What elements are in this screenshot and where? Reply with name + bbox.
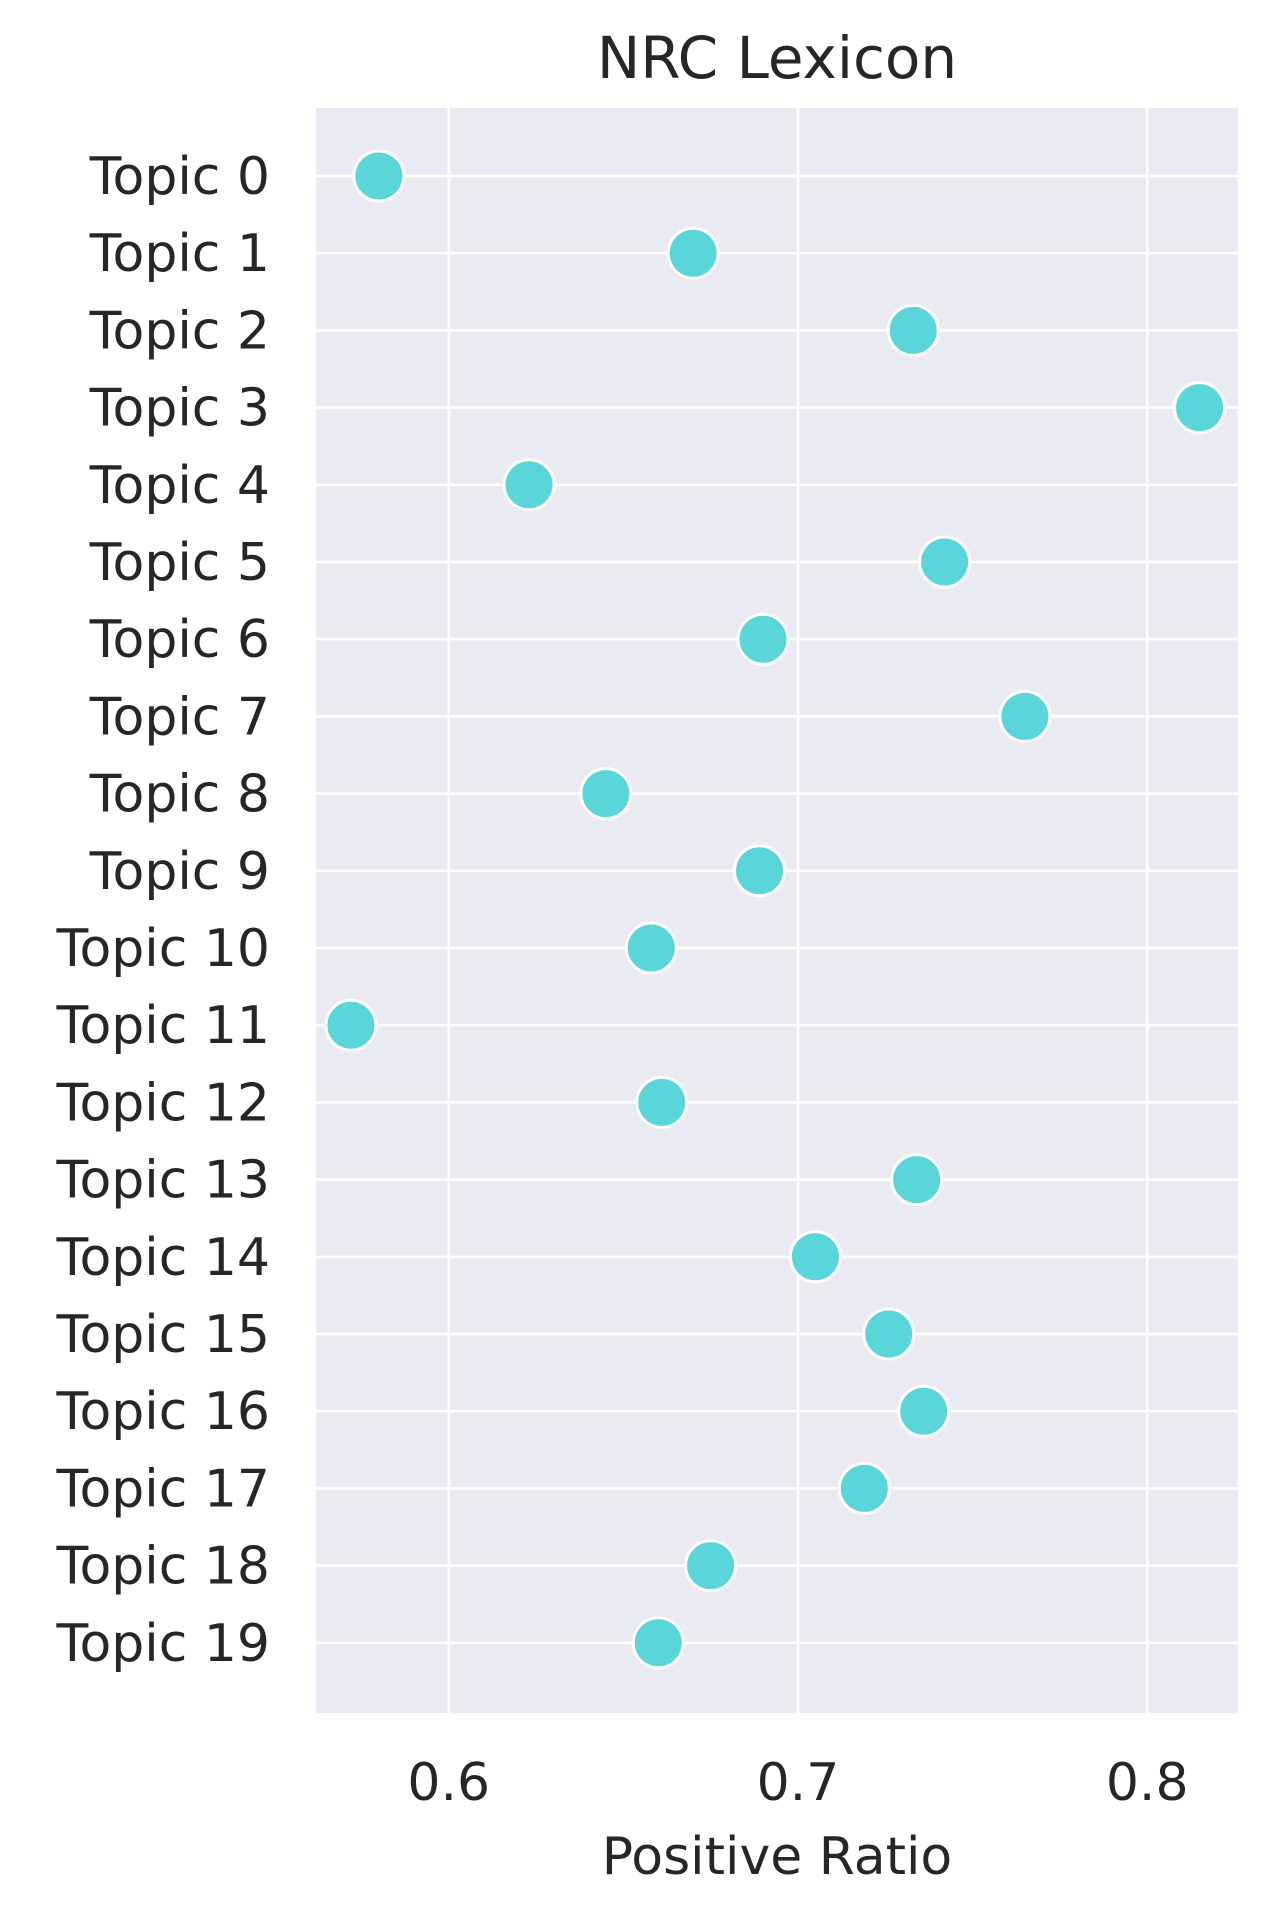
y-tick-label: Topic 9 xyxy=(89,842,270,902)
data-point xyxy=(788,1230,842,1284)
data-point xyxy=(502,458,556,512)
y-tick-label: Topic 7 xyxy=(89,687,270,747)
data-point xyxy=(736,612,790,666)
data-point xyxy=(635,1075,689,1129)
data-point xyxy=(733,844,787,898)
y-tick-label: Topic 4 xyxy=(89,456,270,516)
data-point xyxy=(352,149,406,203)
data-point xyxy=(837,1461,891,1515)
y-tick-label: Topic 6 xyxy=(89,610,270,670)
y-tick-label: Topic 14 xyxy=(56,1228,270,1288)
data-point xyxy=(1173,381,1227,435)
x-axis-label: Positive Ratio xyxy=(602,1827,953,1887)
y-tick-label: Topic 18 xyxy=(56,1537,270,1597)
y-tick-label: Topic 19 xyxy=(56,1614,270,1674)
y-tick-label: Topic 2 xyxy=(89,301,270,361)
data-point xyxy=(579,767,633,821)
data-point xyxy=(684,1539,738,1593)
data-point xyxy=(886,303,940,357)
data-point xyxy=(666,226,720,280)
data-point xyxy=(890,1153,944,1207)
y-tick-label: Topic 17 xyxy=(56,1459,270,1519)
y-tick-label: Topic 8 xyxy=(89,765,270,825)
plot-area xyxy=(316,108,1238,1713)
y-tick-label: Topic 0 xyxy=(89,147,270,207)
y-tick-label: Topic 3 xyxy=(89,379,270,439)
y-tick-label: Topic 11 xyxy=(56,996,270,1056)
y-tick-label: Topic 13 xyxy=(56,1151,270,1211)
x-tick-label: 0.8 xyxy=(1106,1753,1189,1813)
y-tick-label: Topic 1 xyxy=(89,224,270,284)
x-tick-label: 0.7 xyxy=(757,1753,840,1813)
y-tick-label: Topic 10 xyxy=(56,919,270,979)
data-point xyxy=(324,998,378,1052)
x-axis: 0.6 0.7 0.8 xyxy=(407,1753,1188,1813)
y-tick-label: Topic 16 xyxy=(56,1382,270,1442)
data-point xyxy=(624,921,678,975)
y-axis: Topic 0 Topic 1 Topic 2 Topic 3 Topic 4 Topic… xyxy=(56,147,270,1674)
chart-title: NRC Lexicon xyxy=(597,24,957,92)
y-tick-label: Topic 15 xyxy=(56,1305,270,1365)
data-point xyxy=(862,1307,916,1361)
data-point xyxy=(631,1616,685,1670)
y-tick-label: Topic 5 xyxy=(89,533,270,593)
data-point xyxy=(918,535,972,589)
y-tick-label: Topic 12 xyxy=(56,1073,270,1133)
x-tick-label: 0.6 xyxy=(407,1753,490,1813)
data-point xyxy=(897,1384,951,1438)
data-points xyxy=(324,149,1227,1670)
data-point xyxy=(998,689,1052,743)
